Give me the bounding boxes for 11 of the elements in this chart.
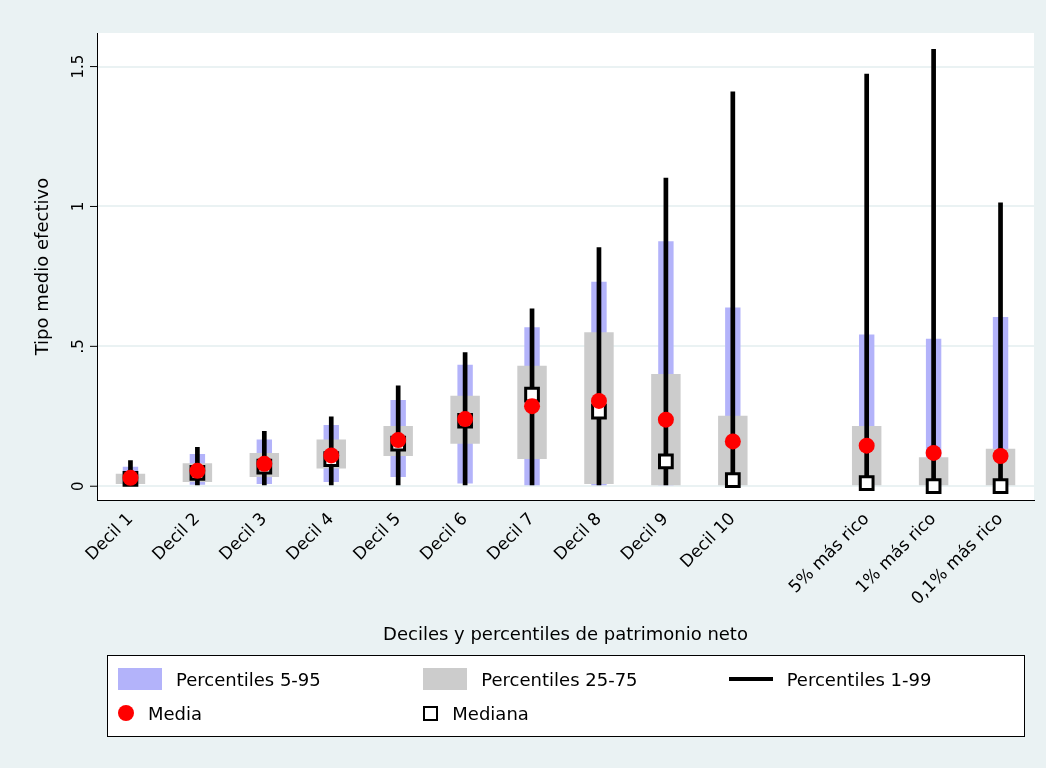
y-tick-label: 1.5	[69, 54, 88, 79]
y-tick-label: 1	[69, 201, 88, 212]
legend-label: Percentiles 1-99	[786, 668, 932, 690]
legend-label: Percentiles 5-95	[176, 668, 321, 690]
y-tick-label: .5	[69, 339, 88, 354]
y-axis-title: Tipo medio efectivo	[30, 177, 52, 357]
legend-label: Percentiles 25-75	[481, 668, 638, 690]
legend-label: Media	[148, 702, 203, 724]
x-axis-title: Deciles y percentiles de patrimonio neto	[383, 622, 748, 644]
y-tick-label: 0	[69, 481, 88, 491]
legend-label: Mediana	[452, 702, 529, 724]
